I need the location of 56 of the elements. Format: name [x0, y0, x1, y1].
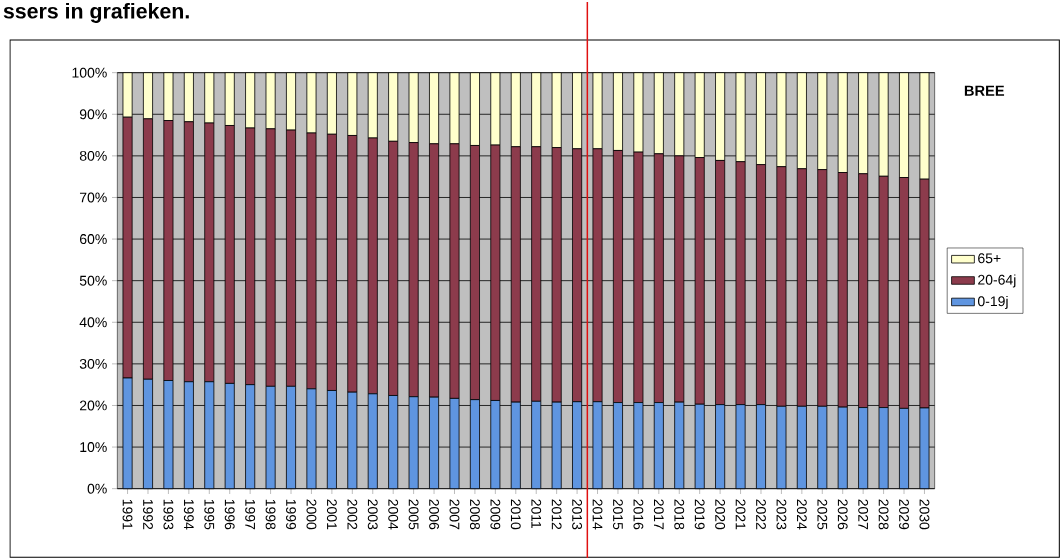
- x-tick-label: 2015: [612, 499, 623, 530]
- x-tick-label: 2022: [756, 499, 766, 530]
- x-tick-label: 2028: [878, 499, 889, 530]
- x-tick-label: 2027: [858, 499, 869, 530]
- y-tick-label: 10%: [80, 442, 107, 453]
- x-tick-label: 2012: [551, 499, 562, 530]
- x-tick-label: 2006: [429, 499, 439, 530]
- x-tick-label: 1993: [163, 499, 174, 530]
- x-tick-label: 1999: [286, 499, 296, 530]
- x-tick-label: 2023: [776, 499, 787, 530]
- text: BREE: [964, 85, 1005, 96]
- x-tick-label: 2014: [592, 499, 603, 530]
- y-tick-label: 100%: [72, 67, 107, 78]
- y-tick-label: 40%: [79, 317, 107, 328]
- x-tick-label: 2011: [531, 499, 542, 529]
- y-tick-label: 20%: [79, 400, 107, 411]
- x-tick-label: 1997: [245, 499, 256, 530]
- x-tick-label: 1998: [265, 499, 276, 530]
- x-tick-label: 2017: [653, 499, 664, 530]
- x-tick-label: 2002: [347, 499, 358, 530]
- y-tick-label: 60%: [79, 234, 107, 245]
- x-tick-label: 2007: [449, 499, 460, 530]
- x-tick-label: 2003: [367, 499, 378, 530]
- x-tick-label: 2026: [837, 499, 848, 530]
- x-tick-label: 2021: [735, 499, 746, 530]
- x-tick-label: 1991: [122, 499, 133, 530]
- x-tick-label: 2019: [694, 499, 705, 530]
- x-tick-label: 2016: [633, 499, 644, 530]
- x-tick-label: 2008: [469, 499, 480, 530]
- chart-title: ssers in grafieken.: [3, 2, 189, 23]
- x-tick-label: 1994: [183, 499, 194, 530]
- x-tick-label: 2004: [388, 499, 399, 530]
- x-tick-label: 2024: [796, 499, 807, 530]
- legend-label: 0-19j: [977, 295, 1008, 309]
- x-tick-label: 1995: [204, 499, 215, 530]
- x-tick-label: 2009: [490, 499, 501, 530]
- x-tick-label: 2030: [919, 499, 930, 530]
- y-tick-label: 30%: [79, 358, 107, 369]
- y-tick-label: 70%: [79, 192, 107, 203]
- x-tick-label: 2018: [674, 499, 685, 530]
- x-tick-label: 2010: [510, 499, 521, 530]
- x-tick-label: 2000: [306, 499, 317, 530]
- x-tick-label: 1992: [143, 499, 153, 530]
- x-tick-label: 2020: [715, 499, 726, 530]
- legend-label: 65+: [978, 253, 1001, 264]
- x-tick-label: 2025: [817, 499, 828, 530]
- x-tick-label: 2013: [572, 499, 583, 530]
- legend-label: 20-64j: [978, 274, 1016, 288]
- y-tick-label: 90%: [79, 109, 107, 120]
- y-tick-label: 80%: [79, 150, 107, 161]
- x-tick-label: 2029: [899, 499, 909, 530]
- y-tick-label: 50%: [79, 275, 107, 286]
- x-tick-label: 2001: [326, 499, 337, 530]
- y-tick-label: 0%: [87, 483, 107, 494]
- x-tick-label: 1996: [224, 499, 235, 530]
- x-tick-label: 2005: [408, 499, 419, 530]
